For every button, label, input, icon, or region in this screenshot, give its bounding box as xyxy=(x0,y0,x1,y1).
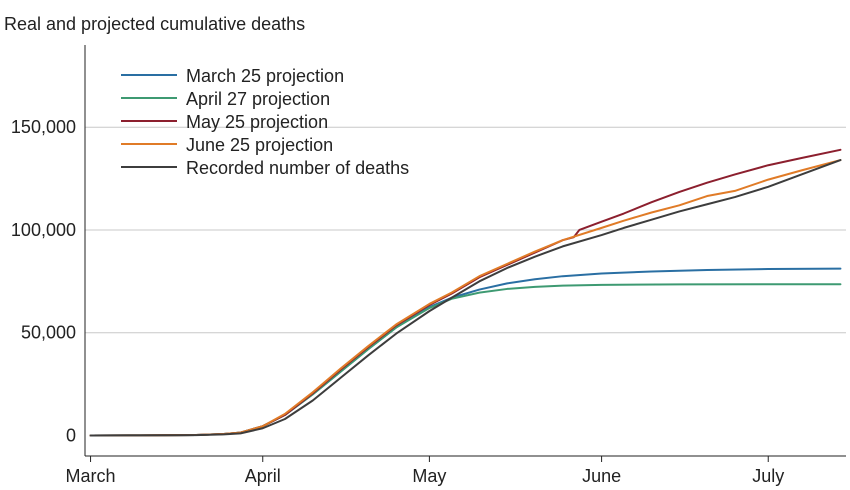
chart-title: Real and projected cumulative deaths xyxy=(4,14,305,34)
gridlines xyxy=(85,126,846,334)
legend-label: June 25 projection xyxy=(186,135,333,155)
legend-label: May 25 projection xyxy=(186,112,328,132)
series-lines xyxy=(89,148,842,437)
x-tick-label: March xyxy=(66,466,116,486)
series-line-4 xyxy=(89,159,842,437)
legend-label: April 27 projection xyxy=(186,89,330,109)
legend-label: Recorded number of deaths xyxy=(186,158,409,178)
y-tick-label: 100,000 xyxy=(11,220,76,240)
series-line-1 xyxy=(89,267,842,437)
series-line-5 xyxy=(89,159,842,437)
x-tick-label: April xyxy=(245,466,281,486)
y-tick-label: 150,000 xyxy=(11,117,76,137)
x-tick-label: May xyxy=(412,466,446,486)
series-line-2 xyxy=(89,283,842,437)
y-axis-ticks: 0 50,000 100,000 150,000 xyxy=(11,117,76,445)
legend: March 25 projection April 27 projection Ma… xyxy=(121,66,409,178)
x-axis-ticks: March April May June July xyxy=(66,456,784,486)
y-tick-label: 0 xyxy=(66,425,76,445)
x-tick-label: June xyxy=(582,466,621,486)
y-tick-label: 50,000 xyxy=(21,323,76,343)
legend-label: March 25 projection xyxy=(186,66,344,86)
x-tick-label: July xyxy=(752,466,784,486)
axes xyxy=(84,45,846,457)
